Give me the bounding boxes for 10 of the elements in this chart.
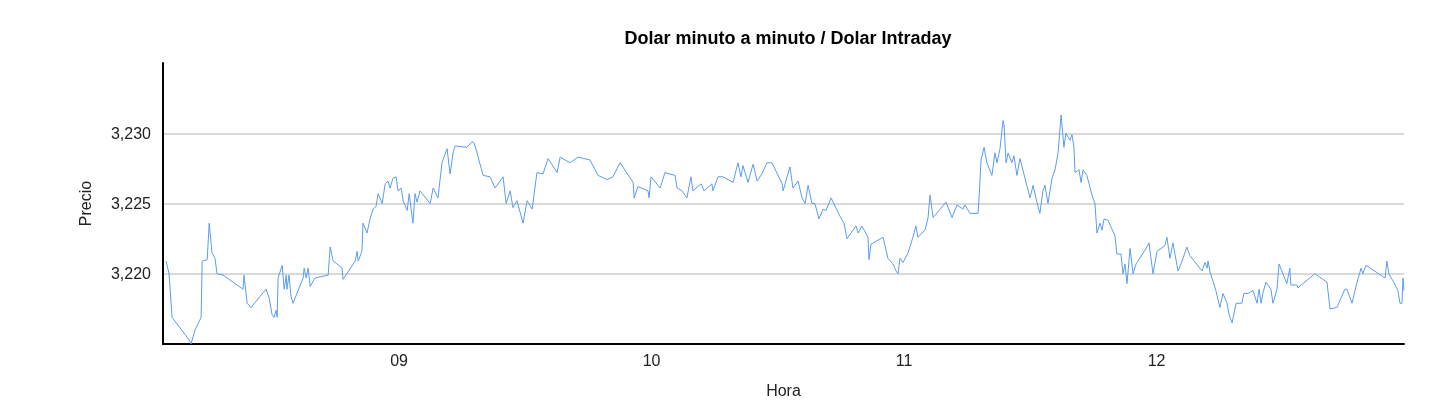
x-axis-title: Hora — [766, 381, 801, 399]
x-tick-label: 11 — [895, 351, 913, 369]
chart-title: Dolar minuto a minuto / Dolar Intraday — [624, 28, 952, 48]
y-tick-label: 3,230 — [110, 124, 152, 142]
y-tick-label: 3,220 — [110, 265, 152, 283]
y-axis-title: Precio — [76, 180, 94, 227]
x-tick-label: 12 — [1147, 351, 1166, 369]
x-tick-label: 09 — [390, 351, 409, 369]
x-tick-label: 10 — [642, 351, 661, 369]
y-tick-label: 3,225 — [110, 195, 152, 212]
